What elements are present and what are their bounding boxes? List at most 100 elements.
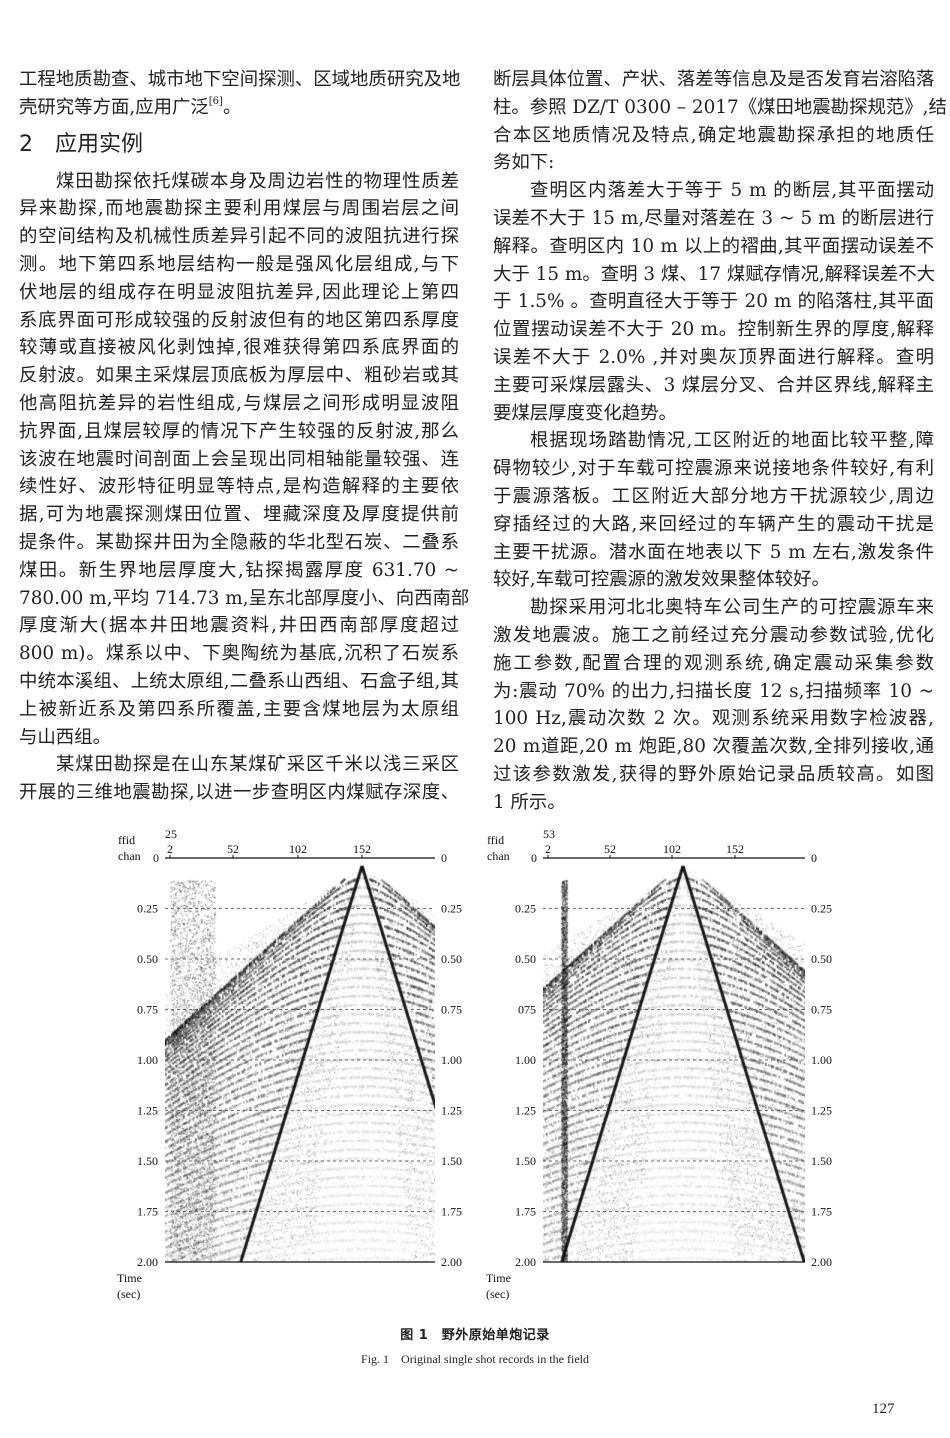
zero-right: 0 (811, 851, 817, 865)
text-line: 煤田勘探依托煤碳本身及周边岩性的物理性质差 (56, 170, 459, 192)
channel-tick-label: 152 (353, 842, 371, 856)
text-line: 测。地下第四系地层结构一般是强风化层组成,与下 (19, 253, 459, 275)
text-line: 误差不大于 2.0% ,并对奥灰顶界面进行解释。查明 (493, 346, 934, 368)
text-line: 与山西组。 (19, 726, 111, 748)
text-line: 异来勘探,而地震勘探主要利用煤层与周围岩层之间 (19, 198, 459, 220)
text-line: 过该参数激发,获得的野外原始记录品质较高。如图 (493, 763, 934, 785)
text-line: 煤田。新生界地层厚度大,钻探揭露厚度 631.70 ~ (19, 559, 459, 581)
time-tick-label: 2.00 (441, 1255, 462, 1269)
text-line: 1 所示。 (493, 791, 566, 813)
text-line: 厚度渐大(据本井田地震资料,井田西南部厚度超过 (19, 615, 459, 637)
time-tick-label: 1.75 (441, 1205, 462, 1219)
text-line: 勘探采用河北北奥特车公司生产的可控震源车来 (530, 597, 934, 619)
ffid-label: ffid (118, 833, 135, 847)
text-line: 误差不大于 15 m,尽量对落差在 3 ~ 5 m 的断层进行 (493, 207, 934, 229)
text-line: 据,可为地震探测煤田位置、埋藏深度及厚度提供前 (19, 504, 459, 526)
text-line: 壳研究等方面,应用广泛[6]。 (19, 94, 459, 122)
zero-right: 0 (441, 851, 447, 865)
time-tick-label: 1.00 (515, 1053, 536, 1067)
time-tick-label: 2.00 (515, 1255, 536, 1269)
time-tick-label: 0.25 (811, 902, 832, 916)
text-line: 碍物较少,对于车载可控震源来说接地条件较好,有利 (493, 458, 934, 480)
figure-caption-cn: 图 1 野外原始单炮记录 (400, 1328, 550, 1343)
text-line: 续性好、波形特征明显等特点,是构造解释的主要依 (19, 476, 459, 498)
text-line: 柱。参照 DZ/T 0300 – 2017《煤田地震勘探规范》,结 (493, 96, 947, 118)
time-tick-label: 1.25 (515, 1104, 536, 1118)
text-line: 激发地震波。施工之前经过充分震动参数试验,优化 (493, 624, 934, 646)
channel-tick-label: 52 (227, 842, 239, 856)
text-line: 于 1.5% 。查明直径大于等于 20 m 的陷落柱,其平面 (493, 291, 934, 313)
time-tick-label: 0.25 (515, 902, 536, 916)
section-heading: 2 应用实例 (19, 118, 459, 172)
left-text-column: 工程地质勘查、城市地下空间探测、区域地质研究及地 壳研究等方面,应用广泛[6]。 2… (19, 66, 470, 807)
text-line: 反射波。如果主采煤层顶底板为厚层中、粗砂岩或其 (19, 365, 459, 387)
time-tick-label: 1.25 (137, 1104, 158, 1118)
text-line: 穿插经过的大路,来回经过的车辆产生的震动干扰是 (493, 513, 934, 535)
channel-tick-label: 2 (545, 842, 551, 856)
text-line: 780.00 m,平均 714.73 m,呈东北部厚度小、向西南部 (19, 587, 470, 609)
page-number: 127 (872, 1401, 895, 1417)
section-title: 应用实例 (55, 131, 144, 157)
text-line: 务如下: (493, 152, 555, 174)
text-line: 上被新近系及第四系所覆盖,主要含煤地层为太原组 (19, 698, 459, 720)
time-tick-label: 1.75 (137, 1205, 158, 1219)
time-tick-label: 1.00 (441, 1053, 462, 1067)
text-line: 开展的三维地震勘探,以进一步查明区内煤赋存深度、 (19, 782, 459, 804)
text-line: 为:震动 70% 的出力,扫描长度 12 s,扫描频率 10 ~ (493, 680, 934, 702)
time-tick-label: 0.75 (441, 1003, 462, 1017)
text-line: 系底界面可形成较强的反射波但有的地区第四系厚度 (19, 309, 459, 331)
time-tick-label: 0.50 (811, 952, 832, 966)
time-tick-label: 2.00 (137, 1255, 158, 1269)
time-tick-label: 0.50 (441, 952, 462, 966)
text-line: 提条件。某勘探井田为全隐蔽的华北型石炭、二叠系 (19, 531, 459, 553)
text-line: 位置摆动误差不大于 20 m。控制新生界的厚度,解释 (493, 319, 934, 341)
time-tick-label: 1.50 (811, 1154, 832, 1168)
time-tick-label: 2.00 (811, 1255, 832, 1269)
channel-tick-label: 102 (289, 842, 307, 856)
text-line: 抗界面,且煤层较厚的情况下产生较强的反射波,那么 (19, 420, 459, 442)
text-line: 解释。查明区内 10 m 以上的褶曲,其平面摆动误差不 (493, 235, 934, 257)
text-line: 他高阻抗差异的岩性组成,与煤层之间形成明显波阻 (19, 392, 459, 414)
text-line: 于震源落板。工区附近大部分地方干扰源较少,周边 (493, 485, 934, 507)
text-line: 工程地质勘查、城市地下空间探测、区域地质研究及地 (19, 69, 461, 90)
text-line: 伏地层的组成存在明显波阻抗差异,因此理论上第四 (19, 281, 459, 303)
time-tick-label: 1.75 (811, 1205, 832, 1219)
text-line: 大于 15 m。查明 3 煤、17 煤赋存情况,解释误差不大 (493, 263, 936, 285)
zero-left: 0 (531, 851, 537, 865)
time-tick-label: 0.75 (811, 1003, 832, 1017)
text: 壳研究等方面,应用广泛 (19, 96, 209, 118)
text-line: 20 m道距,20 m 炮距,80 次覆盖次数,全排列接收,通 (493, 736, 934, 758)
text-line: 断层具体位置、产状、落差等信息及是否发育岩溶陷落 (493, 69, 935, 90)
time-axis-unit: (sec) (486, 1287, 509, 1301)
chan-label: chan (118, 849, 141, 863)
time-axis-label: Time (486, 1271, 511, 1285)
text-line: 主要干扰源。潜水面在地表以下 5 m 左右,激发条件 (493, 541, 934, 563)
right-text-column: 断层具体位置、产状、落差等信息及是否发育岩溶陷落 柱。参照 DZ/T 0300 –… (493, 66, 947, 817)
time-tick-label: 0.25 (441, 902, 462, 916)
channel-tick-label: 152 (726, 842, 744, 856)
text-line: 较好,车载可控震源的激发效果整体较好。 (493, 569, 830, 591)
figure-caption-en: Fig. 1 Original single shot records in t… (361, 1352, 589, 1366)
time-tick-label: 0.25 (137, 902, 158, 916)
time-tick-label: 1.25 (811, 1104, 832, 1118)
time-tick-label: 1.25 (441, 1104, 462, 1118)
time-axis-unit: (sec) (117, 1287, 140, 1301)
time-tick-label: 1.75 (515, 1205, 536, 1219)
text-line: 800 m)。煤系以中、下奥陶统为基底,沉积了石炭系 (19, 643, 459, 665)
seismic-shot-record-right (543, 860, 805, 1262)
citation-ref[interactable]: [6] (208, 95, 223, 107)
chan-label: chan (487, 849, 510, 863)
ffid-label: ffid (487, 833, 504, 847)
section-number: 2 (19, 131, 33, 157)
channel-tick-label: 102 (663, 842, 681, 856)
text-line: 较薄或直接被风化剥蚀掉,很难获得第四系底界面的 (19, 337, 459, 359)
text-line: 100 Hz,震动次数 2 次。观测系统采用数字检波器, (493, 708, 934, 730)
text-line: 中统本溪组、上统太原组,二叠系山西组、石盒子组,其 (19, 670, 459, 692)
text-line: 某煤田勘探是在山东某煤矿采区千米以浅三采区 (56, 754, 459, 776)
text-line: 查明区内落差大于等于 5 m 的断层,其平面摆动 (530, 180, 934, 202)
time-tick-label: 075 (518, 1003, 536, 1017)
channel-tick-label: 52 (604, 842, 616, 856)
text-line: 主要可采煤层露头、3 煤层分叉、合并区界线,解释主 (493, 374, 934, 396)
time-tick-label: 1.00 (137, 1053, 158, 1067)
text: 。 (222, 96, 242, 118)
